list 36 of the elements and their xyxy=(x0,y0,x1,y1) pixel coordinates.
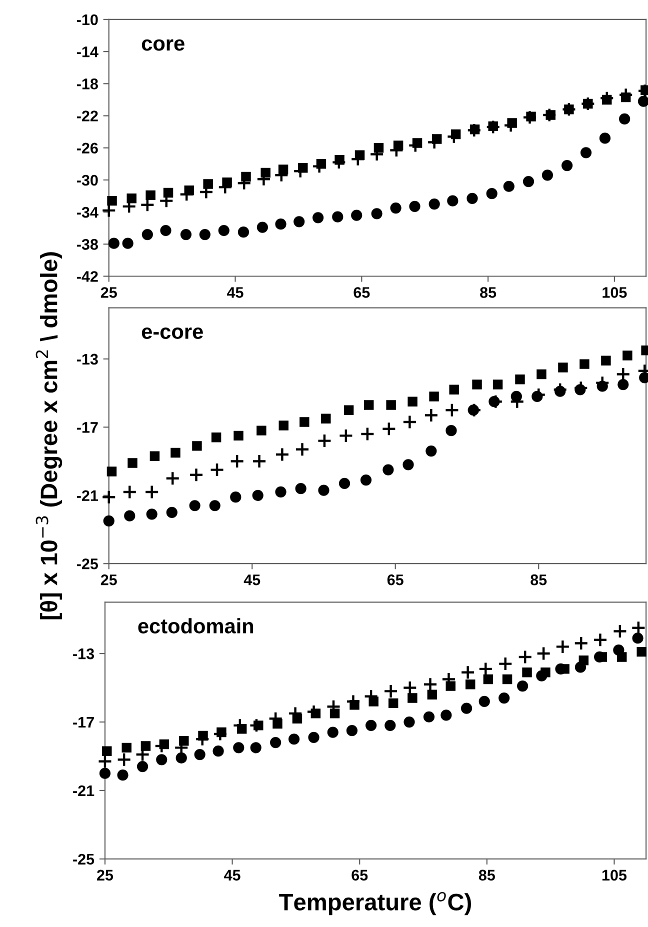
y-tick-label: -14 xyxy=(76,46,98,58)
y-tick-label: -25 xyxy=(76,558,98,570)
x-axis-title: Temperature ($^{o}$C) xyxy=(279,892,471,916)
x-tick-label: 85 xyxy=(478,870,495,881)
y-tick-label: -30 xyxy=(76,174,98,186)
text: core xyxy=(142,39,184,51)
y-tick-label: -18 xyxy=(76,78,98,90)
y-tick-label: -21 xyxy=(76,490,98,501)
y-axis-title: [θ] x 10$^{−3}$ (Degree x cm$^{2}$ \ dmole) xyxy=(36,252,62,620)
y-tick-label: -26 xyxy=(76,142,98,154)
y-tick-label: -38 xyxy=(76,239,98,250)
text: e-core xyxy=(142,328,203,339)
x-tick-label: 25 xyxy=(100,287,117,298)
x-tick-label: 85 xyxy=(530,574,547,586)
y-tick-label: -42 xyxy=(76,271,98,282)
y-tick-label: -21 xyxy=(73,785,94,796)
x-tick-label: 25 xyxy=(97,870,114,881)
x-tick-label: 85 xyxy=(480,287,496,298)
x-tick-label: 65 xyxy=(352,870,368,881)
x-tick-label: 25 xyxy=(100,574,117,586)
x-tick-label: 105 xyxy=(602,287,627,298)
y-tick-label: -13 xyxy=(76,354,98,365)
x-tick-label: 45 xyxy=(224,870,240,881)
x-tick-label: 65 xyxy=(387,574,404,586)
y-tick-label: -13 xyxy=(73,648,94,660)
y-tick-label: -22 xyxy=(76,110,98,122)
y-tick-label: -17 xyxy=(73,717,94,728)
text: ectodomain xyxy=(138,618,254,634)
x-tick-label: 45 xyxy=(227,287,244,298)
x-tick-label: 45 xyxy=(244,574,260,586)
x-tick-label: 65 xyxy=(354,287,370,298)
y-tick-label: -34 xyxy=(76,206,98,218)
y-tick-label: -25 xyxy=(73,854,94,865)
x-tick-label: 105 xyxy=(602,870,627,881)
y-tick-label: -17 xyxy=(76,422,98,433)
y-tick-label: -10 xyxy=(76,14,98,26)
